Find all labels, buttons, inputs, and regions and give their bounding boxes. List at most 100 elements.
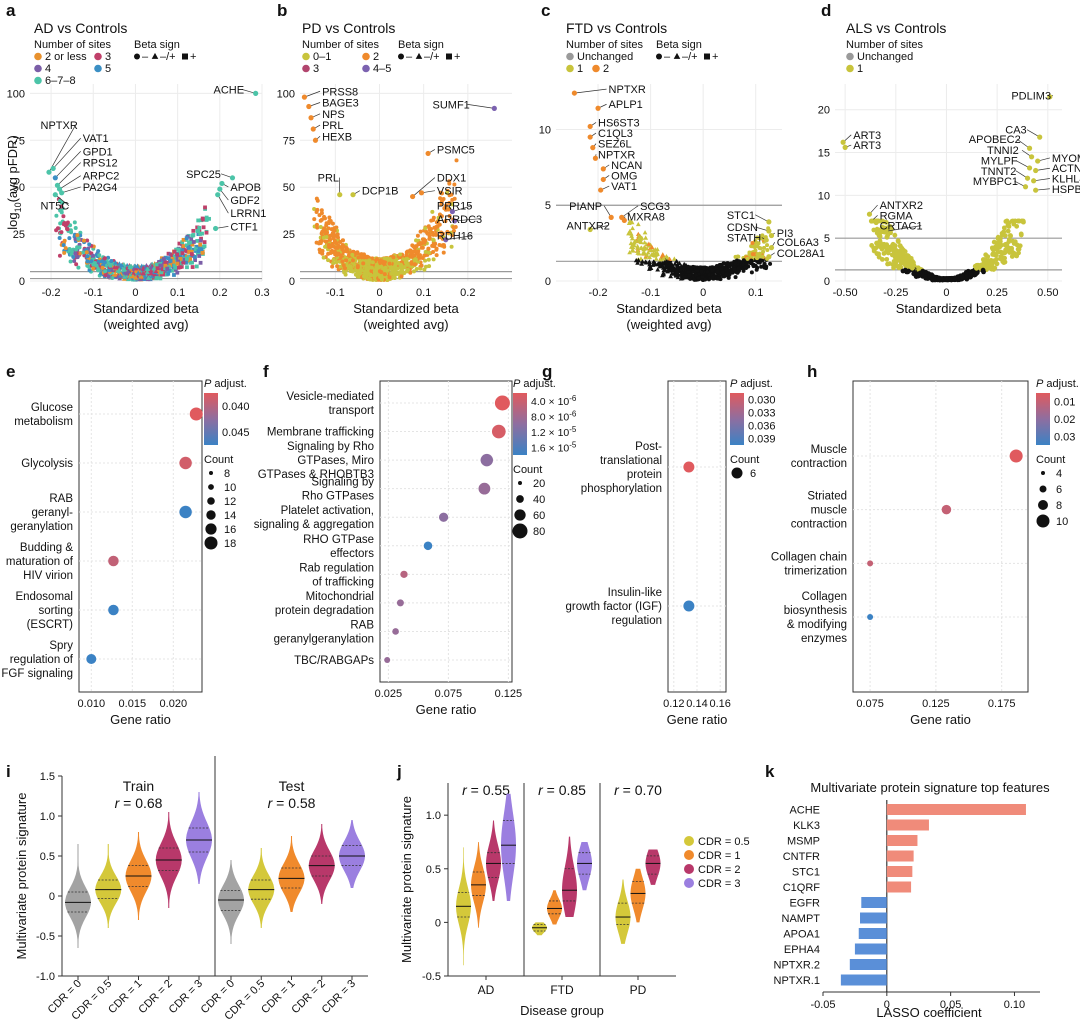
data-point [759, 264, 764, 269]
data-point [59, 200, 64, 205]
point-label: OMG [611, 170, 637, 182]
data-point [626, 231, 631, 236]
data-point [341, 249, 346, 254]
data-point [657, 264, 663, 269]
legend-dot [204, 536, 218, 550]
term-label: Membrane trafficking [267, 427, 374, 439]
data-point [1026, 165, 1033, 171]
data-point [73, 237, 78, 242]
data-point [139, 274, 144, 279]
leader-line [467, 104, 495, 109]
data-point [840, 139, 846, 145]
data-point [180, 240, 185, 245]
data-point [340, 238, 345, 243]
data-point [89, 259, 94, 264]
data-point [651, 250, 656, 256]
colorbar [1036, 393, 1050, 445]
data-point [133, 266, 139, 271]
data-point [1001, 225, 1007, 231]
data-point [59, 204, 64, 209]
x-tick-label: 0.2 [212, 287, 227, 299]
facet-title: Train [123, 778, 154, 794]
data-point [167, 268, 172, 273]
data-point [124, 271, 130, 276]
data-point [978, 262, 984, 268]
data-point [630, 244, 636, 250]
data-point [871, 245, 877, 251]
legend-shape [182, 53, 188, 60]
data-point [171, 259, 176, 264]
data-point [768, 245, 775, 251]
violin [486, 820, 501, 901]
data-point [737, 259, 742, 264]
panel-g: g 0.12 0.14 0.16 Post-translational protein ph… [542, 362, 776, 727]
data-point [61, 243, 66, 248]
data-point [117, 261, 122, 266]
data-point [57, 236, 62, 241]
data-point [361, 252, 366, 257]
term-label: RAB [350, 619, 374, 631]
leader-line [590, 225, 609, 230]
panel-f: f 0.025 0.075 0.125 Vesicle-mediated transpor… [254, 362, 577, 717]
enrichment-dot [683, 600, 695, 612]
data-point [168, 258, 173, 263]
data-point [73, 251, 78, 256]
coefficient-bar [886, 819, 929, 831]
colorbar [513, 393, 527, 455]
data-point [756, 260, 761, 265]
legend-swatch [34, 64, 42, 73]
colorbar [730, 393, 744, 445]
data-point [714, 263, 719, 268]
violin [308, 824, 335, 904]
data-point [404, 253, 409, 258]
data-point [68, 223, 73, 228]
data-point [329, 248, 334, 253]
data-point [423, 226, 428, 231]
legend-swatch [362, 52, 370, 61]
data-point [715, 269, 720, 274]
data-point [426, 247, 431, 252]
data-point [886, 247, 891, 253]
correlation-label: r = 0.85 [538, 782, 586, 798]
leader-line [61, 186, 81, 194]
x-tick-label: -0.1 [641, 287, 660, 299]
data-point [892, 249, 898, 255]
data-point [395, 266, 400, 271]
data-point [995, 234, 1001, 240]
data-point [629, 233, 635, 238]
point-label: GDF2 [230, 195, 259, 207]
data-point [92, 261, 97, 266]
x-tick-label: 0 [132, 287, 138, 299]
data-point [445, 230, 450, 235]
data-point [434, 220, 439, 225]
data-point [102, 260, 107, 265]
legend-shape [656, 53, 662, 60]
data-point [203, 205, 207, 210]
data-point [736, 266, 741, 271]
data-point [1000, 250, 1005, 256]
data-point [341, 263, 346, 268]
x-axis-label: Standardized beta [616, 301, 722, 316]
legend-label: 14 [224, 510, 236, 522]
y-tick-label: 0.5 [426, 864, 441, 876]
data-point [72, 220, 77, 225]
data-point [760, 233, 765, 238]
legend-label: 3 [105, 51, 111, 63]
data-point [310, 126, 316, 132]
data-point [393, 262, 398, 267]
correlation-label: r = 0.55 [462, 782, 510, 798]
x-tick-label: 0.015 [119, 698, 147, 710]
data-point [374, 262, 379, 267]
term-label: signaling & aggregation [254, 519, 374, 531]
data-point [868, 218, 875, 224]
data-point [600, 176, 606, 183]
colorbar-tick: 0.033 [748, 408, 776, 420]
x-tick-label: -0.25 [883, 287, 908, 299]
data-point [175, 252, 180, 257]
data-point [696, 269, 701, 274]
data-point [62, 250, 67, 255]
data-point [415, 233, 420, 238]
data-point [635, 231, 641, 237]
data-point [134, 263, 140, 269]
